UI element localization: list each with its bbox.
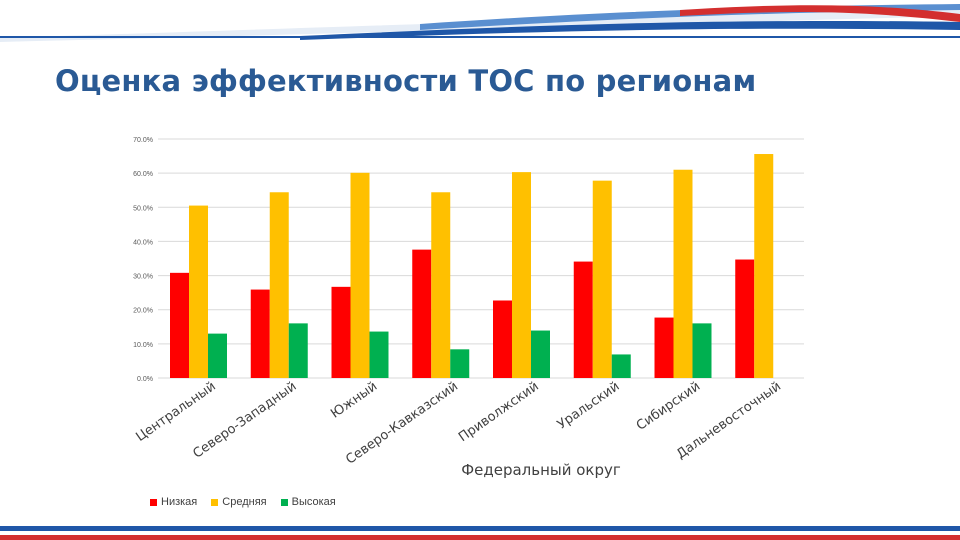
legend-swatch-low: [150, 498, 157, 506]
legend-label-medium: Средняя: [222, 496, 267, 508]
bar-medium: [189, 205, 208, 378]
bar-low: [735, 259, 755, 378]
legend-item-medium: Средняя: [211, 496, 267, 508]
bar-medium: [754, 154, 774, 378]
bar-high: [369, 331, 389, 378]
bar-high: [531, 330, 550, 378]
bar-high: [208, 333, 227, 378]
legend-label-low: Низкая: [161, 496, 198, 508]
bar-high: [288, 323, 308, 378]
y-tick-label: 40.0%: [133, 239, 153, 246]
x-tick-label: Уральский: [555, 379, 623, 433]
bar-medium: [269, 192, 289, 378]
bar-low: [654, 317, 674, 378]
y-tick-label: 0.0%: [137, 376, 153, 383]
legend-item-high: Высокая: [280, 496, 336, 508]
y-tick-label: 30.0%: [133, 274, 153, 281]
bar-low: [493, 300, 512, 378]
bar-medium: [431, 192, 451, 378]
y-tick-label: 50.0%: [133, 205, 153, 212]
legend-swatch-medium: [211, 498, 219, 506]
y-tick-label: 60.0%: [133, 171, 153, 178]
bar-medium: [592, 180, 612, 378]
x-axis-label: Федеральный округ: [461, 461, 621, 479]
legend-item-low: Низкая: [150, 496, 197, 508]
bar-high: [611, 354, 631, 378]
y-tick-label: 10.0%: [133, 342, 153, 349]
x-tick-label: Приволжский: [456, 379, 542, 445]
x-tick-label: Центральный: [133, 379, 218, 445]
y-tick-label: 20.0%: [133, 308, 153, 315]
bar-low: [573, 261, 593, 378]
header-ribbon: [0, 0, 960, 50]
bar-low: [412, 249, 432, 378]
bar-medium: [512, 172, 531, 378]
x-tick-label: Сибирский: [634, 379, 703, 434]
bar-high: [692, 323, 712, 378]
legend-label-high: Высокая: [291, 496, 336, 508]
bar-low: [331, 286, 351, 378]
y-tick-label: 70.0%: [133, 137, 153, 144]
chart-legend: Низкая Средняя Высокая: [150, 496, 336, 508]
bar-low: [250, 289, 270, 378]
bar-medium: [350, 172, 370, 378]
bar-medium: [673, 169, 693, 378]
bar-high: [450, 349, 470, 378]
page-title: Оценка эффективности ТОС по регионам: [55, 64, 757, 98]
bar-low: [170, 272, 189, 378]
footer-ribbon: [0, 526, 960, 540]
legend-swatch-high: [280, 498, 288, 506]
x-tick-label: Южный: [328, 379, 380, 422]
